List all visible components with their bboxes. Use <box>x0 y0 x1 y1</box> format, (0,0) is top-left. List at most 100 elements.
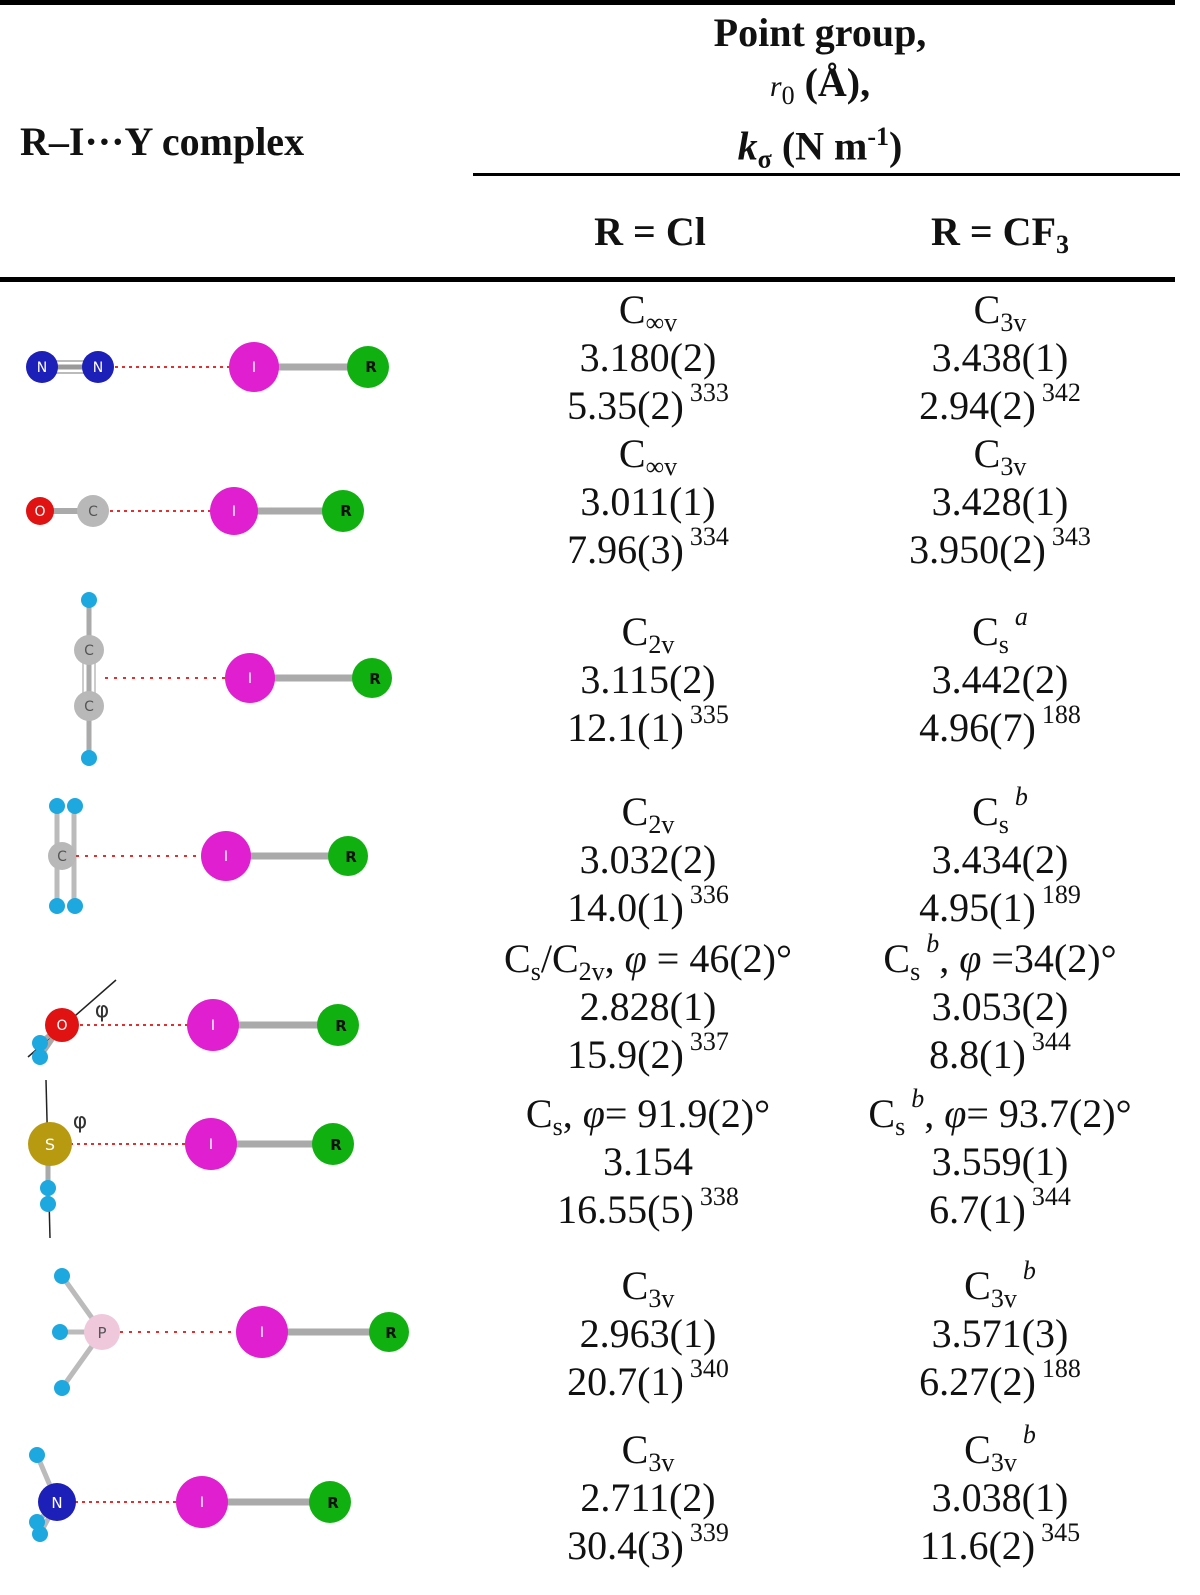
atom-label: P <box>97 1324 106 1342</box>
pg-sub: 2v <box>648 810 675 839</box>
bond-distance: 3.038(1) <box>931 1475 1069 1520</box>
pg-letter: C <box>964 1427 991 1472</box>
bond-distance: 3.180(2) <box>579 335 717 380</box>
reference: 188 <box>1041 700 1081 729</box>
hydrogen-atom <box>81 592 97 608</box>
hydrogen-atom <box>49 898 65 914</box>
pg-sub: s <box>552 1112 563 1141</box>
pg-sub: s <box>530 957 541 986</box>
k-value: 11.6(2) <box>919 1523 1036 1568</box>
bond-distance: 3.115(2) <box>580 657 716 702</box>
reference: 338 <box>699 1182 739 1211</box>
nitrogen-atom <box>82 351 114 383</box>
reference: 340 <box>689 1354 729 1383</box>
k-value: 6.7(1) <box>929 1187 1026 1232</box>
cf3-cell-row5: Csb, φ =34(2)° 3.053(2) 8.8(1) 344 <box>820 931 1180 1079</box>
point-group: C2v <box>468 608 828 658</box>
molecule-diagram: S φ I R <box>28 1079 354 1239</box>
cl-cell-row6: Cs, φ= 91.9(2)° 3.154 16.55(5) 338 <box>468 1090 828 1234</box>
atom-label: O <box>56 1018 67 1034</box>
pg-sub: 3v <box>990 1448 1017 1477</box>
k-symbol: k <box>737 123 758 169</box>
column-header-complex: R–I···Y complex <box>20 119 305 164</box>
molecule-diagram: C C I R <box>74 592 392 766</box>
footnote-marker: b <box>926 929 940 958</box>
pg-letter: C <box>621 1427 649 1472</box>
hydrogen-atom <box>32 1035 48 1051</box>
point-group: C3v <box>468 1426 828 1476</box>
phi-value: , φ =34(2)° <box>939 936 1117 981</box>
k-unit-close: ) <box>889 123 903 169</box>
iodine-atom <box>187 999 239 1051</box>
column-header-point-group: Point group, r0 (Å), kσ (N m-1) <box>470 8 1170 172</box>
carbon-atom <box>74 635 104 665</box>
header-title-line1: Point group, <box>713 10 927 55</box>
atom-label: O <box>34 504 45 520</box>
hydrogen-atom <box>67 898 83 914</box>
point-group: Cs, φ= 91.9(2)° <box>468 1090 828 1141</box>
pg-letter: C <box>972 789 999 834</box>
k-value: 6.27(2) <box>919 1359 1036 1404</box>
r-group-atom <box>352 658 392 698</box>
pg-letter: C <box>621 609 649 654</box>
iodine-atom <box>201 831 251 881</box>
bond-distance: 3.032(2) <box>579 837 717 882</box>
bond-distance: 2.828(1) <box>579 984 717 1029</box>
cl-cell-row5: Cs/C2v, φ = 46(2)° 2.828(1) 15.9(2) 337 <box>468 935 828 1079</box>
point-group: Cs/C2v, φ = 46(2)° <box>468 935 828 986</box>
hydrogen-atom <box>40 1180 56 1196</box>
force-constant: 5.35(2) 333 <box>468 380 828 430</box>
column-header-r-cf3: R = CF3 <box>835 208 1165 258</box>
nitrogen-atom <box>38 1483 76 1521</box>
cf3-cell-row4: Csb 3.434(2) 4.95(1) 189 <box>820 784 1180 932</box>
hydrogen-atom <box>29 1514 45 1530</box>
force-constant: 15.9(2) 337 <box>468 1029 828 1079</box>
r-symbol: r <box>769 70 782 103</box>
pg-letter: C <box>621 789 649 834</box>
footnote-marker: b <box>911 1084 925 1113</box>
molecule-n2-complex: N N I R <box>0 330 460 410</box>
hydrogen-atom <box>40 1196 56 1212</box>
point-group: C3vb <box>820 1422 1180 1477</box>
carbon-atom <box>48 842 76 870</box>
force-constant: 16.55(5) 338 <box>468 1184 828 1234</box>
hydrogen-atom <box>54 1380 70 1396</box>
reference: 345 <box>1041 1518 1081 1547</box>
atom-label: I <box>224 849 228 865</box>
bond-distance: 3.434(2) <box>931 837 1069 882</box>
footnote-marker: a <box>1014 602 1028 631</box>
reference: 339 <box>689 1518 729 1547</box>
reference: 337 <box>689 1027 729 1056</box>
nitrogen-atom <box>26 351 58 383</box>
iodine-atom <box>210 487 258 535</box>
r-cf3-subscript: 3 <box>1056 230 1069 259</box>
cf3-cell-row7: C3vb 3.571(3) 6.27(2) 188 <box>820 1258 1180 1406</box>
atom-label: I <box>252 360 256 376</box>
atom-label: R <box>345 848 357 866</box>
carbon-atom <box>77 495 109 527</box>
r-unit: (Å), <box>794 60 871 105</box>
molecule-nh3-complex: N I R <box>0 1440 460 1570</box>
pg-letter: C <box>525 1091 553 1136</box>
k-value: 15.9(2) <box>567 1032 684 1077</box>
atom-label: R <box>385 1324 397 1342</box>
iodine-atom <box>236 1306 288 1358</box>
r-group-atom <box>312 1123 354 1165</box>
molecule-ethylene-complex: C I R <box>0 792 460 922</box>
atom-label: S <box>45 1135 55 1154</box>
molecule-diagram: O C I R <box>26 487 364 535</box>
k-value: 3.950(2) <box>909 527 1046 572</box>
k-value: 20.7(1) <box>567 1359 684 1404</box>
point-group: C∞v <box>468 430 828 480</box>
force-constant: 4.96(7) 188 <box>820 702 1180 752</box>
cl-cell-row1: C∞v 3.180(2) 5.35(2) 333 <box>468 286 828 430</box>
force-constant: 20.7(1) 340 <box>468 1356 828 1406</box>
point-group: C3v <box>820 286 1180 337</box>
phosphorus-atom <box>84 1314 120 1350</box>
phi-angle-label: φ <box>73 1109 88 1134</box>
pg-letter: C <box>972 609 999 654</box>
pg-letter: C <box>973 431 1001 476</box>
k-unit: (N m <box>771 123 868 169</box>
atom-label: N <box>37 360 47 376</box>
pg-sub: 3v <box>1000 308 1027 337</box>
